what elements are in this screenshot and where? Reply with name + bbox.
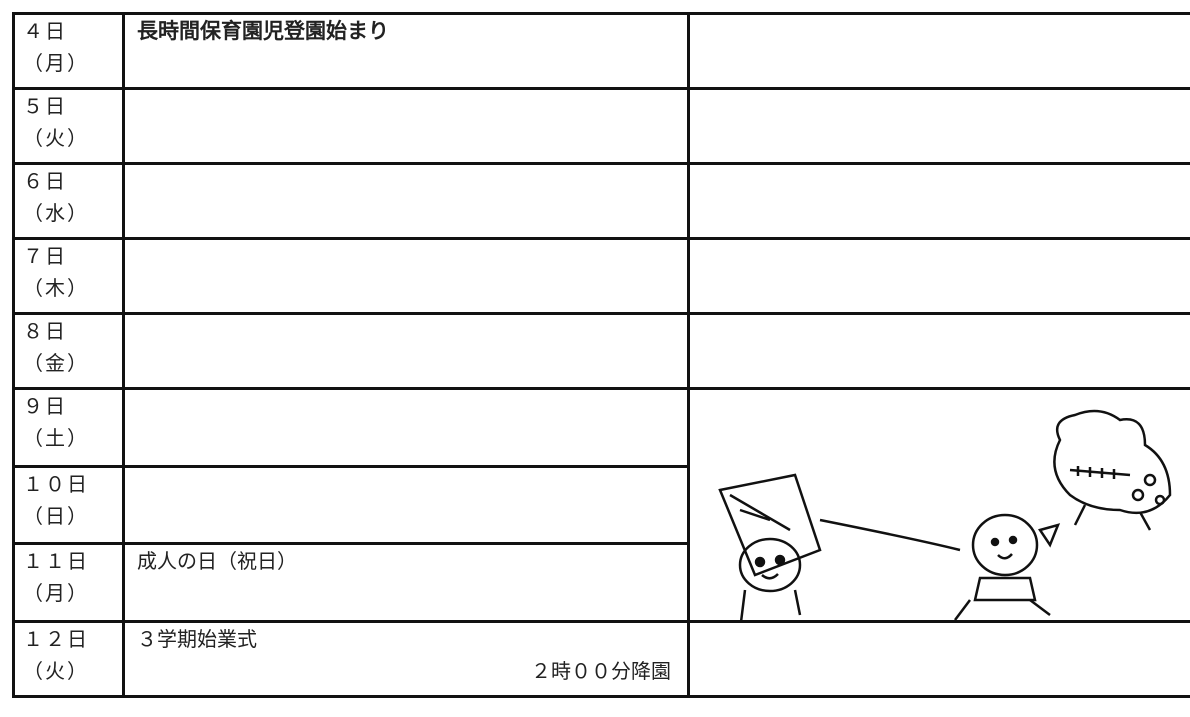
date-cell: ５日 （火） xyxy=(12,87,125,165)
date: ７日 xyxy=(23,244,67,268)
note-cell xyxy=(687,387,1190,623)
date: １１日 xyxy=(23,549,89,574)
event-cell xyxy=(122,237,690,315)
date: １０日 xyxy=(23,471,89,496)
weekday: （火） xyxy=(23,659,89,683)
note-cell xyxy=(687,87,1190,165)
date-cell: １１日 （月） xyxy=(12,542,125,623)
weekday: （金） xyxy=(23,351,89,375)
date-cell: ７日 （木） xyxy=(12,237,125,315)
weekday: （土） xyxy=(23,426,89,450)
weekday: （月） xyxy=(23,581,89,606)
row: ５日 （火） xyxy=(12,87,1190,165)
date-cell: ９日 （土） xyxy=(12,387,125,468)
weekday: （月） xyxy=(23,51,89,75)
event-cell xyxy=(122,387,690,468)
weekday: （水） xyxy=(23,201,89,225)
date: ８日 xyxy=(23,319,67,343)
date: ５日 xyxy=(23,94,67,118)
weekday: （木） xyxy=(23,276,89,300)
row: １１日 （月） 成人の日（祝日） xyxy=(12,542,1190,623)
note: ２時００分降園 xyxy=(531,659,671,683)
row: １２日 （火） ３学期始業式 ２時００分降園 xyxy=(12,620,1190,698)
date: ９日 xyxy=(23,394,67,418)
date-cell: １２日 （火） xyxy=(12,620,125,698)
date: ６日 xyxy=(23,169,67,193)
date-cell: ８日 （金） xyxy=(12,312,125,390)
date-cell: ６日 （水） xyxy=(12,162,125,240)
schedule-table: ４日 （月） 長時間保育園児登園始まり ５日 （火） ６日 （水） ７日 （木） ８日 （金） ９日 （… xyxy=(12,12,1190,698)
note-cell xyxy=(687,620,1190,698)
row: ９日 （土） xyxy=(12,387,1190,623)
weekday: （日） xyxy=(23,503,89,528)
row: ６日 （水） xyxy=(12,162,1190,240)
note-cell xyxy=(687,312,1190,390)
date: ４日 xyxy=(23,19,67,43)
event-cell xyxy=(122,464,690,546)
note-cell xyxy=(687,162,1190,240)
row: １０日 （日） xyxy=(12,464,1190,546)
event: 成人の日（祝日） xyxy=(137,549,297,574)
event-cell xyxy=(122,312,690,390)
note-cell xyxy=(687,12,1190,90)
row: ８日 （金） xyxy=(12,312,1190,390)
event-cell: 成人の日（祝日） xyxy=(122,542,690,623)
event-cell xyxy=(122,162,690,240)
date-cell: ４日 （月） xyxy=(12,12,125,90)
date: １２日 xyxy=(23,627,89,651)
event-cell: 長時間保育園児登園始まり xyxy=(122,12,690,90)
event: 長時間保育園児登園始まり xyxy=(137,19,389,43)
row: ４日 （月） 長時間保育園児登園始まり xyxy=(12,12,1190,90)
weekday: （火） xyxy=(23,126,89,150)
date-cell: １０日 （日） xyxy=(12,464,125,546)
note-cell xyxy=(687,237,1190,315)
row: ７日 （木） xyxy=(12,237,1190,315)
event: ３学期始業式 xyxy=(137,627,257,651)
illustration xyxy=(718,409,1172,620)
event-cell xyxy=(122,87,690,165)
event-cell: ３学期始業式 ２時００分降園 xyxy=(122,620,690,698)
